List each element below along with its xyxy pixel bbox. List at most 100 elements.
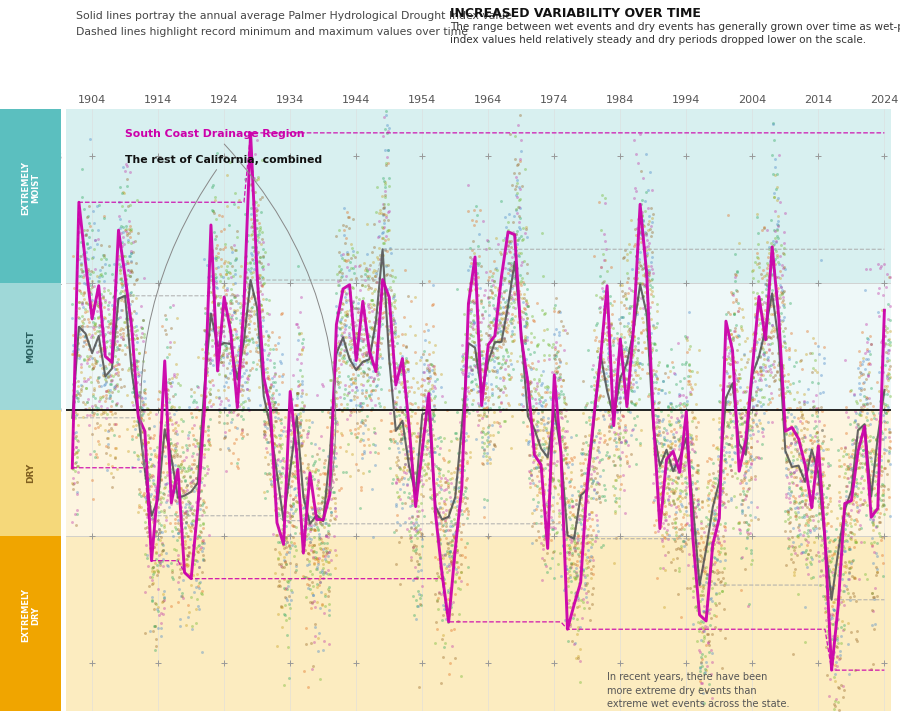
Point xyxy=(445,468,459,479)
Point xyxy=(491,417,506,428)
Point xyxy=(211,297,225,308)
Point xyxy=(183,546,197,558)
Point xyxy=(423,370,437,382)
Point xyxy=(386,351,400,362)
Point xyxy=(202,329,216,341)
Point xyxy=(208,195,222,207)
Point xyxy=(463,316,477,328)
Point xyxy=(227,333,241,344)
Point xyxy=(399,341,413,352)
Point xyxy=(675,493,689,505)
Point xyxy=(203,389,218,400)
Point xyxy=(393,434,408,445)
Point xyxy=(610,417,625,428)
Point xyxy=(369,207,383,218)
Point xyxy=(790,423,805,435)
Point xyxy=(648,404,662,415)
Point xyxy=(615,340,629,352)
Point xyxy=(207,312,221,324)
Point xyxy=(300,559,314,571)
Point xyxy=(96,368,111,379)
Point xyxy=(283,455,297,466)
Point xyxy=(600,438,615,450)
Point xyxy=(778,415,793,426)
Point xyxy=(342,322,356,334)
Point xyxy=(539,398,554,410)
Point xyxy=(562,594,576,606)
Point xyxy=(75,163,89,175)
Point xyxy=(136,405,150,416)
Point xyxy=(400,357,415,368)
Point xyxy=(606,349,620,361)
Point xyxy=(100,336,114,347)
Point xyxy=(662,459,677,471)
Point xyxy=(318,467,332,479)
Point xyxy=(777,261,791,273)
Point xyxy=(882,442,896,453)
Point xyxy=(172,494,186,506)
Point xyxy=(129,320,143,332)
Point xyxy=(766,235,780,247)
Point xyxy=(600,397,615,408)
Point xyxy=(844,471,859,483)
Point xyxy=(614,373,628,385)
Point xyxy=(854,450,868,461)
Point xyxy=(665,428,680,440)
Point xyxy=(432,448,446,460)
Point xyxy=(230,297,245,308)
Point xyxy=(443,594,457,606)
Point xyxy=(336,219,350,231)
Point xyxy=(449,524,464,536)
Point xyxy=(832,598,847,610)
Point xyxy=(115,254,130,265)
Point xyxy=(752,415,766,426)
Point xyxy=(122,312,136,323)
Point xyxy=(832,568,847,579)
Point xyxy=(569,562,583,573)
Point xyxy=(811,460,825,472)
Point xyxy=(681,465,696,477)
Point xyxy=(101,441,115,452)
Point xyxy=(761,259,776,270)
Point xyxy=(865,465,879,477)
Point xyxy=(634,222,648,233)
Point xyxy=(301,582,315,594)
Point xyxy=(799,348,814,360)
Point xyxy=(194,486,208,497)
Point xyxy=(194,461,209,473)
Point xyxy=(225,309,239,320)
Point xyxy=(294,402,309,413)
Point xyxy=(591,525,606,536)
Point xyxy=(826,609,841,621)
Point xyxy=(562,542,577,553)
Point xyxy=(607,434,621,446)
Point xyxy=(502,300,517,312)
Point xyxy=(356,292,370,304)
Point xyxy=(849,435,863,447)
Point xyxy=(299,571,313,582)
Point xyxy=(383,426,398,437)
Point xyxy=(149,569,164,581)
Point xyxy=(597,479,611,491)
Point xyxy=(698,567,712,579)
Point xyxy=(761,313,776,325)
Point xyxy=(679,449,693,460)
Point xyxy=(378,188,392,200)
Point xyxy=(721,357,735,369)
Point xyxy=(321,478,336,489)
Point xyxy=(352,362,366,374)
Point xyxy=(428,381,442,392)
Point xyxy=(825,603,840,615)
Point xyxy=(495,307,509,318)
Point xyxy=(727,322,742,334)
Point xyxy=(860,500,874,511)
Point xyxy=(409,513,423,525)
Point xyxy=(348,291,363,303)
Point xyxy=(388,324,402,336)
Point xyxy=(754,323,769,335)
Point xyxy=(112,210,126,222)
Point xyxy=(374,260,388,271)
Point xyxy=(538,507,553,519)
Point xyxy=(225,329,239,341)
Point xyxy=(342,327,356,339)
